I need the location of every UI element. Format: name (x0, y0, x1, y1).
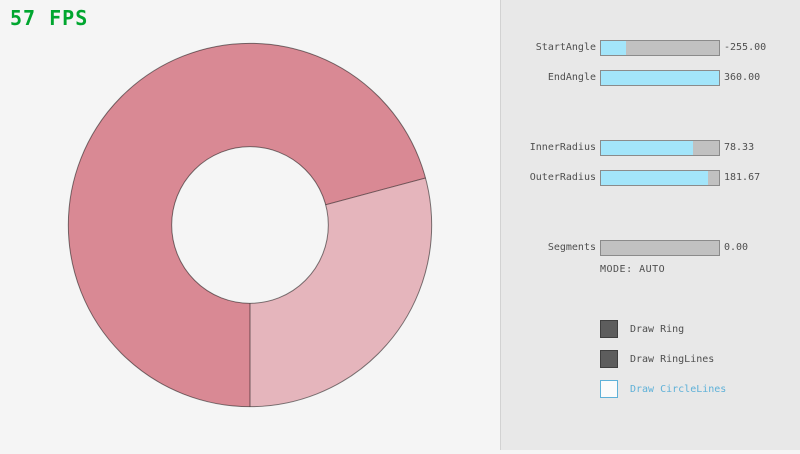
ring-chart (67, 42, 433, 408)
endangle-slider[interactable] (600, 70, 720, 86)
startangle-label: StartAngle (535, 42, 596, 53)
ring-overlap-segment (68, 43, 426, 407)
draw-ringlines-checkbox[interactable] (600, 350, 618, 368)
slider-row-startangle: StartAngle -255.00 (500, 40, 800, 56)
innerradius-label: InnerRadius (529, 142, 596, 153)
mode-label: MODE: AUTO (600, 264, 666, 275)
ring-inner-circle-line (171, 146, 329, 304)
endangle-value: 360.00 (724, 72, 761, 83)
startangle-slider[interactable] (600, 40, 720, 56)
outerradius-label: OuterRadius (529, 172, 596, 183)
slider-row-innerradius: InnerRadius 78.33 (500, 140, 800, 156)
checkbox-row-draw-ring: Draw Ring (600, 320, 684, 338)
control-panel: StartAngle -255.00 EndAngle 360.00 Inner… (500, 0, 800, 450)
ring-boundary-line-right (325, 177, 426, 206)
slider-row-endangle: EndAngle 360.00 (500, 70, 800, 86)
draw-ring-label: Draw Ring (630, 323, 685, 335)
checkbox-row-draw-ringlines: Draw RingLines (600, 350, 714, 368)
endangle-label: EndAngle (547, 72, 596, 83)
innerradius-slider-fill (601, 141, 694, 155)
segments-value: 0.00 (724, 242, 749, 253)
fps-counter: 57 FPS (10, 6, 89, 30)
render-canvas: 57 FPS (10, 6, 433, 408)
startangle-value: -255.00 (724, 42, 767, 53)
segments-slider[interactable] (600, 240, 720, 256)
slider-row-outerradius: OuterRadius 181.67 (500, 170, 800, 186)
panel-divider (500, 0, 501, 450)
startangle-slider-fill (601, 41, 626, 55)
draw-circlelines-label: Draw CircleLines (630, 383, 727, 395)
outerradius-slider[interactable] (600, 170, 720, 186)
outerradius-slider-fill (601, 171, 709, 185)
draw-circlelines-checkbox[interactable] (600, 380, 618, 398)
innerradius-slider[interactable] (600, 140, 720, 156)
slider-row-segments: Segments 0.00 (500, 240, 800, 256)
checkbox-row-draw-circlelines: Draw CircleLines (600, 380, 726, 398)
draw-ringlines-label: Draw RingLines (630, 353, 715, 365)
ring-single-segment (250, 177, 432, 407)
innerradius-value: 78.33 (724, 142, 755, 153)
outerradius-value: 181.67 (724, 172, 761, 183)
draw-ring-checkbox[interactable] (600, 320, 618, 338)
segments-label: Segments (547, 242, 596, 253)
endangle-slider-fill (601, 71, 719, 85)
